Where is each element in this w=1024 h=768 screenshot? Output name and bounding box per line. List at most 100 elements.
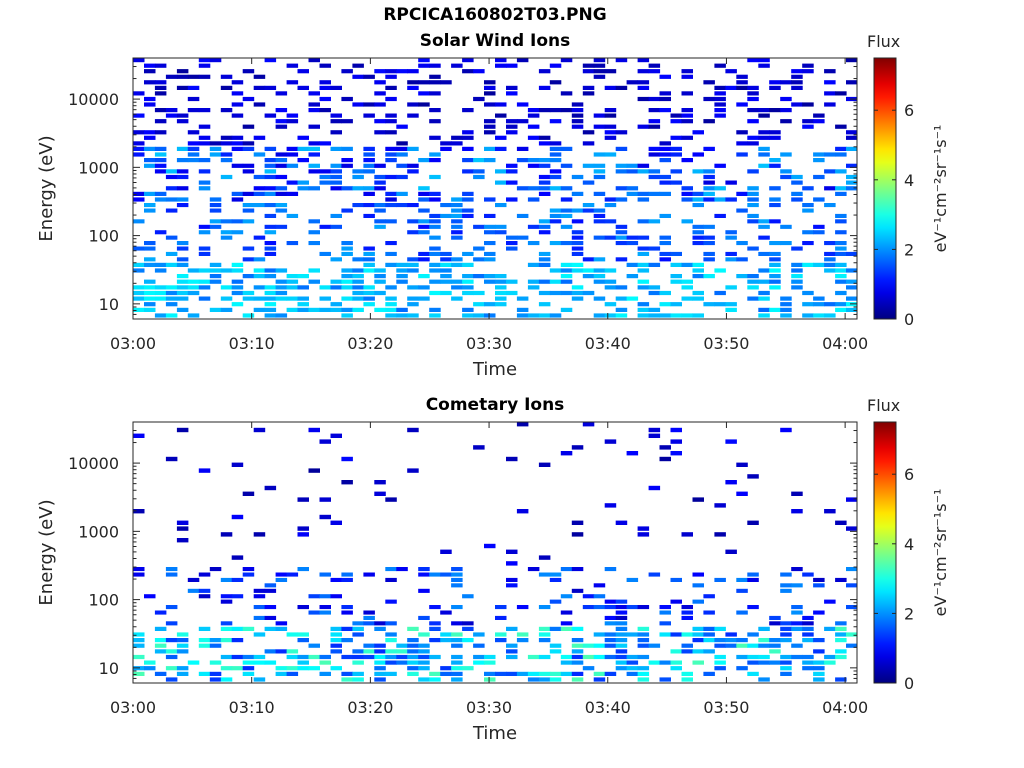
heatmap-cell <box>253 186 266 191</box>
heatmap-cell <box>264 163 277 168</box>
heatmap-cell <box>440 610 452 615</box>
heatmap-cell <box>626 654 639 660</box>
heatmap-cell <box>462 135 474 140</box>
heatmap-cell <box>637 80 650 85</box>
heatmap-cell <box>451 621 463 626</box>
heatmap-cell <box>549 279 562 284</box>
heatmap-cell <box>462 197 474 202</box>
heatmap-cell <box>165 208 178 213</box>
heatmap-cell <box>648 69 661 74</box>
colorbar-tick-label: 0 <box>904 310 914 329</box>
heatmap-cell <box>473 274 485 279</box>
heatmap-cell <box>144 246 156 251</box>
heatmap-cell <box>637 279 650 284</box>
heatmap-cell <box>670 302 682 307</box>
heatmap-cell <box>538 290 551 296</box>
heatmap-cell <box>495 638 507 643</box>
heatmap-cell <box>231 626 244 631</box>
heatmap-cell <box>703 241 715 246</box>
heatmap-cell <box>615 169 628 174</box>
heatmap-cell <box>418 58 430 63</box>
heatmap-cell <box>275 152 288 157</box>
heatmap-cell <box>769 274 781 279</box>
heatmap-cell <box>582 180 595 185</box>
heatmap-cell <box>846 163 858 168</box>
heatmap-cell <box>538 163 551 168</box>
heatmap-cell <box>802 119 814 124</box>
heatmap-cell <box>176 638 189 643</box>
heatmap-cell <box>747 191 759 196</box>
heatmap-cell <box>637 626 650 631</box>
x-tick-label: 03:40 <box>585 698 631 717</box>
heatmap-cell <box>506 163 518 168</box>
heatmap-cell <box>385 130 397 135</box>
heatmap-cell <box>626 191 639 196</box>
heatmap-cell <box>319 169 331 174</box>
heatmap-cell <box>703 197 715 202</box>
y-tick-label: 10000 <box>68 454 119 473</box>
heatmap-cell <box>582 208 595 213</box>
heatmap-cell <box>813 262 825 267</box>
heatmap-cell <box>330 302 342 307</box>
heatmap-cell <box>297 180 309 185</box>
heatmap-cell <box>769 268 781 273</box>
heatmap-cell <box>769 649 781 654</box>
heatmap-cell <box>165 567 178 572</box>
heatmap-cell <box>187 588 200 593</box>
heatmap-cell <box>538 677 551 682</box>
heatmap-cell <box>802 615 814 620</box>
heatmap-cell <box>813 649 825 654</box>
heatmap-cell <box>451 638 463 643</box>
heatmap-cell <box>374 480 386 485</box>
heatmap-cell <box>385 285 397 290</box>
heatmap-cell <box>659 610 671 615</box>
heatmap-cell <box>275 108 288 113</box>
heatmap-cell <box>319 80 331 85</box>
heatmap-cell <box>769 186 781 191</box>
heatmap-cell <box>374 163 386 168</box>
heatmap-cell <box>198 224 211 229</box>
heatmap-cell <box>154 268 167 273</box>
heatmap-cell <box>264 274 277 279</box>
heatmap-cell <box>527 262 540 267</box>
heatmap-cell <box>429 91 441 96</box>
heatmap-cell <box>659 660 671 665</box>
heatmap-cell <box>209 152 222 157</box>
heatmap-cell <box>637 96 650 102</box>
heatmap-cell <box>165 621 178 626</box>
heatmap-cell <box>220 296 233 301</box>
heatmap-cell <box>319 439 331 444</box>
heatmap-cell <box>835 677 847 682</box>
heatmap-cell <box>440 638 452 643</box>
heatmap-cell <box>560 307 573 312</box>
heatmap-cell <box>220 174 233 180</box>
heatmap-cell <box>758 130 770 135</box>
heatmap-cell <box>495 135 507 140</box>
heatmap-cell <box>286 572 299 577</box>
heatmap-cell <box>571 285 584 290</box>
heatmap-cell <box>363 296 375 301</box>
heatmap-cell <box>802 654 814 660</box>
heatmap-cell <box>264 174 277 180</box>
heatmap-cell <box>440 671 452 676</box>
heatmap-cell <box>330 174 342 180</box>
heatmap-cell <box>319 285 331 290</box>
heatmap-cell <box>220 74 233 79</box>
heatmap-cell <box>363 113 375 118</box>
heatmap-cell <box>780 666 792 671</box>
heatmap-cell <box>165 313 178 318</box>
heatmap-cell <box>615 632 628 637</box>
heatmap-cell <box>670 135 682 140</box>
heatmap-cell <box>571 174 584 180</box>
heatmap-cell <box>451 643 463 648</box>
heatmap-cell <box>747 654 759 660</box>
heatmap-cell <box>538 313 551 318</box>
heatmap-cell <box>835 191 847 196</box>
heatmap-cell <box>165 174 178 180</box>
heatmap-cell <box>198 169 211 174</box>
heatmap-cell <box>242 671 255 676</box>
heatmap-cell <box>144 285 156 290</box>
heatmap-cell <box>352 649 364 654</box>
heatmap-cell <box>330 594 342 599</box>
heatmap-cell <box>363 213 375 218</box>
